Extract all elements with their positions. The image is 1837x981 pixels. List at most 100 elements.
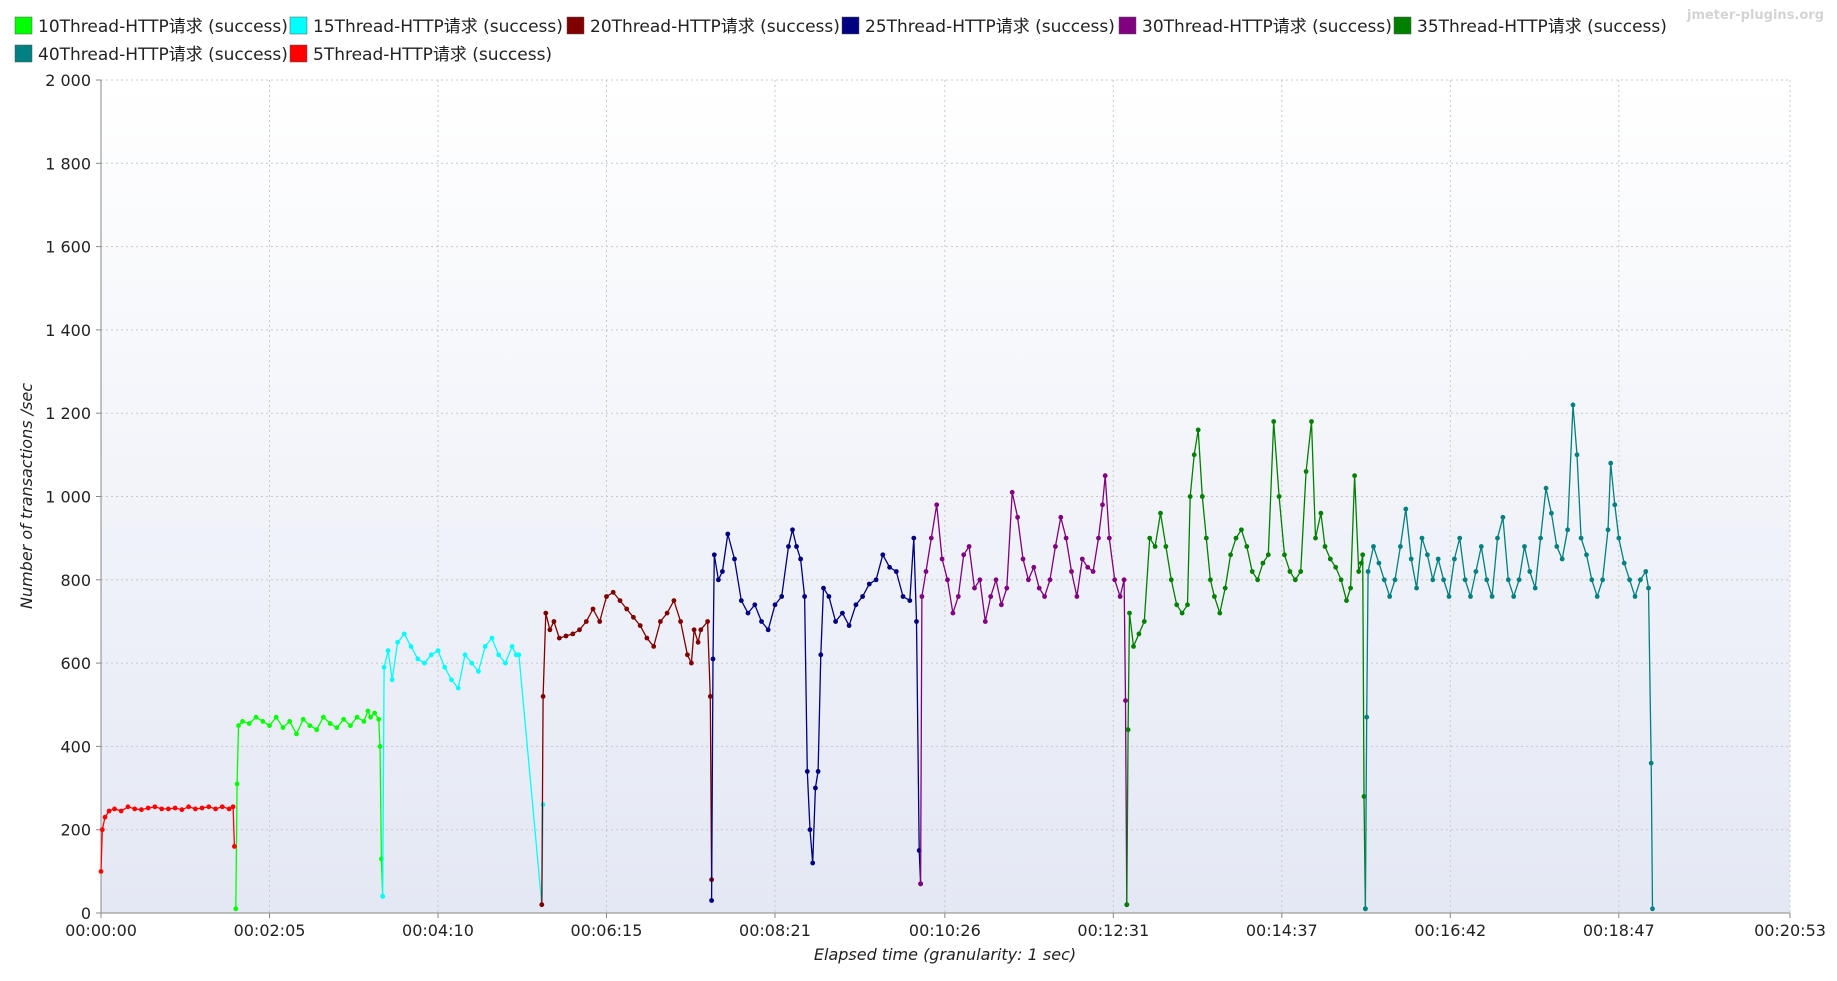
data-point bbox=[334, 725, 340, 731]
data-point bbox=[152, 804, 158, 810]
data-point bbox=[422, 660, 427, 666]
series-3 bbox=[539, 589, 714, 908]
data-point bbox=[907, 598, 913, 603]
data-point bbox=[1621, 560, 1627, 566]
data-point bbox=[240, 719, 245, 724]
data-point bbox=[934, 502, 940, 508]
data-point bbox=[509, 644, 515, 649]
data-point bbox=[556, 635, 562, 641]
data-point bbox=[583, 619, 589, 624]
data-point bbox=[236, 723, 241, 728]
data-point bbox=[1158, 510, 1163, 516]
data-point bbox=[540, 694, 546, 699]
data-point bbox=[1457, 535, 1463, 541]
data-point bbox=[1365, 569, 1371, 574]
data-point bbox=[570, 631, 576, 637]
x-tick-label: 00:18:47 bbox=[1583, 921, 1655, 940]
data-point bbox=[1441, 577, 1446, 583]
series-5 bbox=[918, 473, 1130, 908]
data-point bbox=[1199, 494, 1205, 499]
data-point bbox=[826, 594, 832, 599]
data-point bbox=[1026, 577, 1031, 583]
legend-swatch bbox=[1393, 16, 1412, 35]
data-point bbox=[365, 708, 371, 714]
data-point bbox=[401, 631, 407, 637]
data-point bbox=[1074, 594, 1080, 599]
data-point bbox=[1522, 544, 1527, 549]
data-point bbox=[482, 644, 488, 649]
data-point bbox=[821, 585, 826, 591]
legend-swatch bbox=[14, 16, 33, 35]
data-point bbox=[1036, 585, 1042, 591]
data-point bbox=[955, 594, 961, 599]
data-point bbox=[1468, 594, 1473, 599]
data-point bbox=[1430, 577, 1436, 583]
data-point bbox=[385, 648, 391, 653]
legend-item: 25Thread-HTTP请求 (success) bbox=[841, 16, 1115, 37]
data-point bbox=[1322, 544, 1328, 549]
data-point bbox=[321, 714, 326, 720]
data-point bbox=[1117, 594, 1123, 599]
data-point bbox=[232, 844, 237, 849]
data-point bbox=[1121, 577, 1127, 583]
data-point bbox=[1632, 594, 1638, 599]
data-point bbox=[1570, 402, 1576, 408]
data-point bbox=[563, 633, 569, 639]
data-point bbox=[253, 714, 259, 720]
data-point bbox=[1348, 585, 1353, 591]
data-point bbox=[1053, 544, 1058, 549]
data-point bbox=[287, 719, 293, 724]
data-point bbox=[1578, 535, 1584, 541]
data-point bbox=[610, 589, 616, 595]
data-point bbox=[1100, 502, 1105, 508]
legend-swatch bbox=[1118, 16, 1137, 35]
data-point bbox=[1363, 906, 1368, 912]
data-point bbox=[186, 804, 192, 810]
data-point bbox=[1627, 577, 1632, 583]
data-point bbox=[945, 577, 950, 583]
legend-swatch bbox=[14, 44, 33, 63]
data-point bbox=[1163, 544, 1169, 549]
data-point bbox=[919, 594, 925, 599]
y-tick-label: 1 400 bbox=[45, 321, 91, 340]
data-point bbox=[226, 806, 232, 812]
data-point bbox=[1616, 535, 1622, 541]
data-point bbox=[664, 610, 670, 616]
data-point bbox=[1643, 569, 1649, 574]
data-point bbox=[327, 721, 333, 726]
data-point bbox=[716, 577, 721, 583]
data-point bbox=[911, 535, 917, 541]
data-point bbox=[547, 627, 553, 633]
data-point bbox=[1408, 556, 1414, 562]
data-point bbox=[1222, 585, 1228, 591]
data-point bbox=[815, 769, 821, 774]
data-point bbox=[1282, 552, 1287, 558]
data-point bbox=[462, 652, 468, 658]
series-1 bbox=[233, 708, 386, 912]
data-point bbox=[1112, 577, 1118, 583]
y-tick-label: 600 bbox=[60, 654, 91, 673]
data-point bbox=[732, 556, 737, 562]
data-point bbox=[678, 619, 683, 624]
y-axis-label: Number of transactions /sec bbox=[17, 383, 36, 609]
data-point bbox=[786, 544, 791, 549]
data-point bbox=[695, 639, 701, 645]
data-point bbox=[658, 619, 663, 624]
data-point bbox=[428, 652, 434, 658]
data-point bbox=[1212, 594, 1217, 599]
data-point bbox=[1403, 506, 1409, 512]
data-point bbox=[1124, 902, 1130, 908]
data-point bbox=[1265, 552, 1271, 558]
tick-labels: 0 200 400 600 800 1 000 1 200 1 400 1 600 1 800 2 … bbox=[45, 71, 1826, 940]
data-point bbox=[1058, 514, 1064, 520]
data-point bbox=[900, 594, 906, 599]
data-point bbox=[118, 808, 124, 814]
data-point bbox=[637, 623, 643, 628]
data-point bbox=[206, 804, 212, 810]
axes bbox=[96, 79, 1791, 918]
legend-item: 10Thread-HTTP请求 (success) bbox=[14, 16, 288, 37]
data-point bbox=[1392, 577, 1398, 583]
data-point bbox=[260, 719, 266, 724]
data-point bbox=[145, 805, 151, 811]
